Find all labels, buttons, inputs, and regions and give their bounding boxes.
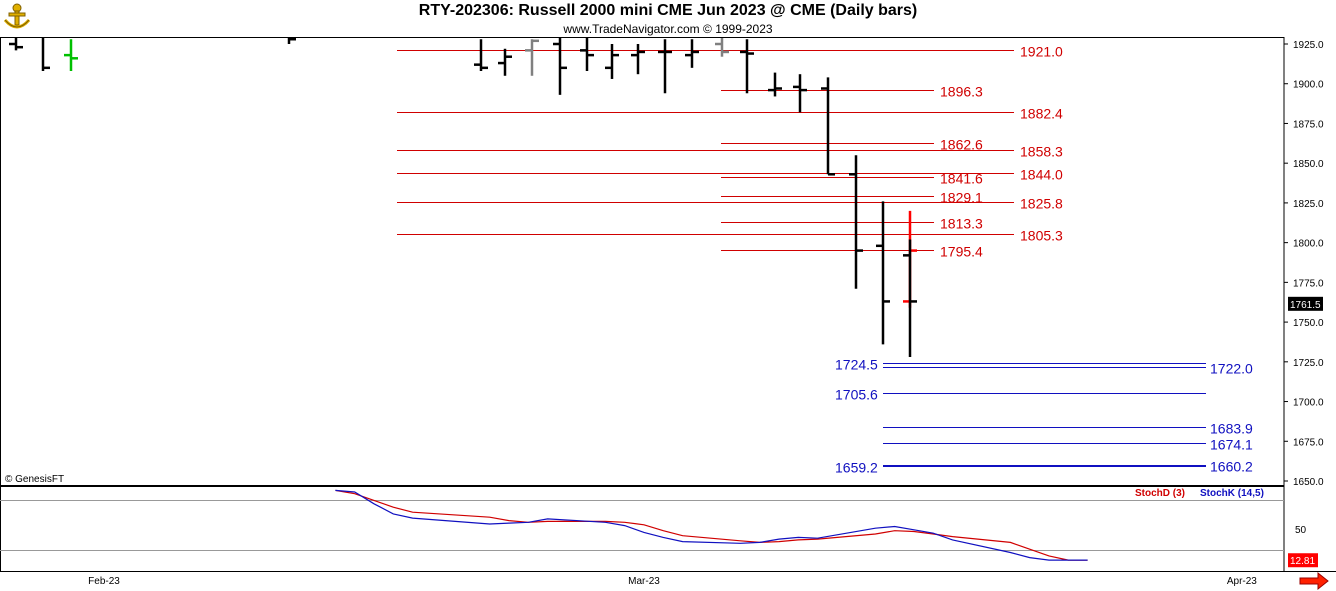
support-level-label: 1659.2: [835, 460, 878, 476]
ohlc-bar: [768, 72, 782, 97]
resistance-level-label: 1841.6: [940, 171, 983, 187]
resistance-level-label: 1825.8: [1020, 196, 1063, 212]
ohlc-bar: [793, 74, 807, 113]
price-y-tick-label: 1925.0: [1293, 40, 1324, 51]
ohlc-bar: [658, 39, 672, 94]
resistance-level-label: 1795.4: [940, 244, 983, 260]
stoch-value-label: 12.81: [1290, 556, 1315, 567]
stoch-k-line: [335, 489, 1088, 561]
resistance-level-label: 1921.0: [1020, 44, 1063, 60]
ohlc-bar: [41, 38, 50, 72]
price-y-tick-label: 1650.0: [1293, 477, 1324, 488]
ohlc-bar: [474, 39, 488, 72]
time-x-tick-label: Feb-23: [88, 576, 120, 587]
resistance-level-label: 1858.3: [1020, 144, 1063, 160]
support-level-label: 1660.2: [1210, 459, 1253, 475]
support-level-label: 1683.9: [1210, 421, 1253, 437]
stoch-panel-frame: [0, 486, 1285, 572]
copyright-label: © GenesisFT: [5, 474, 65, 485]
time-x-tick-label: Apr-23: [1227, 576, 1257, 587]
support-level-label: 1724.5: [835, 357, 878, 373]
ohlc-bar: [715, 38, 729, 57]
ohlc-bar: [685, 39, 699, 68]
ohlc-bar: [605, 44, 619, 79]
resistance-level-label: 1813.3: [940, 216, 983, 232]
chart-title: RTY-202306: Russell 2000 mini CME Jun 20…: [418, 2, 918, 19]
resistance-level-label: 1882.4: [1020, 106, 1063, 122]
stoch-d-legend: StochD (3): [1135, 488, 1185, 499]
stoch-value-box: [1288, 553, 1318, 568]
price-y-tick-label: 1825.0: [1293, 199, 1324, 210]
ohlc-bar: [821, 77, 835, 176]
resistance-level-label: 1896.3: [940, 84, 983, 100]
resistance-level-label: 1844.0: [1020, 167, 1063, 183]
price-y-tick-label: 1875.0: [1293, 119, 1324, 130]
ohlc-bar: [9, 38, 23, 51]
last-price-label: 1761.5: [1290, 300, 1321, 311]
price-y-tick-label: 1850.0: [1293, 159, 1324, 170]
ohlc-bar: [580, 38, 594, 72]
ohlc-bar: [64, 39, 78, 72]
ohlc-bar: [525, 39, 539, 76]
time-x-tick-label: Mar-23: [628, 576, 660, 587]
price-y-tick-label: 1675.0: [1293, 437, 1324, 448]
price-y-tick-label: 1725.0: [1293, 358, 1324, 369]
support-level-label: 1722.0: [1210, 361, 1253, 377]
last-price-box: [1288, 296, 1323, 311]
stoch-d-line: [335, 489, 1088, 561]
price-panel-frame: [0, 37, 1285, 486]
price-y-tick-label: 1775.0: [1293, 278, 1324, 289]
price-y-tick-label: 1750.0: [1293, 318, 1324, 329]
price-y-tick-label: 1900.0: [1293, 80, 1324, 91]
resistance-level-label: 1805.3: [1020, 228, 1063, 244]
ohlc-bar: [849, 155, 863, 289]
resistance-level-label: 1862.6: [940, 137, 983, 153]
ohlc-bar: [631, 44, 645, 75]
stoch-k-legend: StochK (14,5): [1200, 488, 1264, 499]
stoch-y-tick-label: 50: [1295, 525, 1307, 536]
price-y-tick-label: 1800.0: [1293, 239, 1324, 250]
ohlc-bar: [740, 39, 754, 94]
ohlc-bar: [903, 239, 917, 358]
resistance-level-label: 1829.1: [940, 190, 983, 206]
support-level-label: 1674.1: [1210, 437, 1253, 453]
price-y-tick-label: 1700.0: [1293, 398, 1324, 409]
chart-subtitle: www.TradeNavigator.com © 1999-2023: [563, 22, 773, 36]
ohlc-bar: [876, 201, 890, 345]
scroll-right-arrow-icon: [1299, 571, 1329, 591]
ohlc-bar: [498, 48, 512, 76]
ohlc-bar: [287, 37, 296, 44]
support-level-label: 1705.6: [835, 387, 878, 403]
trade-navigator-logo: [2, 2, 32, 32]
ohlc-bar: [553, 38, 567, 95]
